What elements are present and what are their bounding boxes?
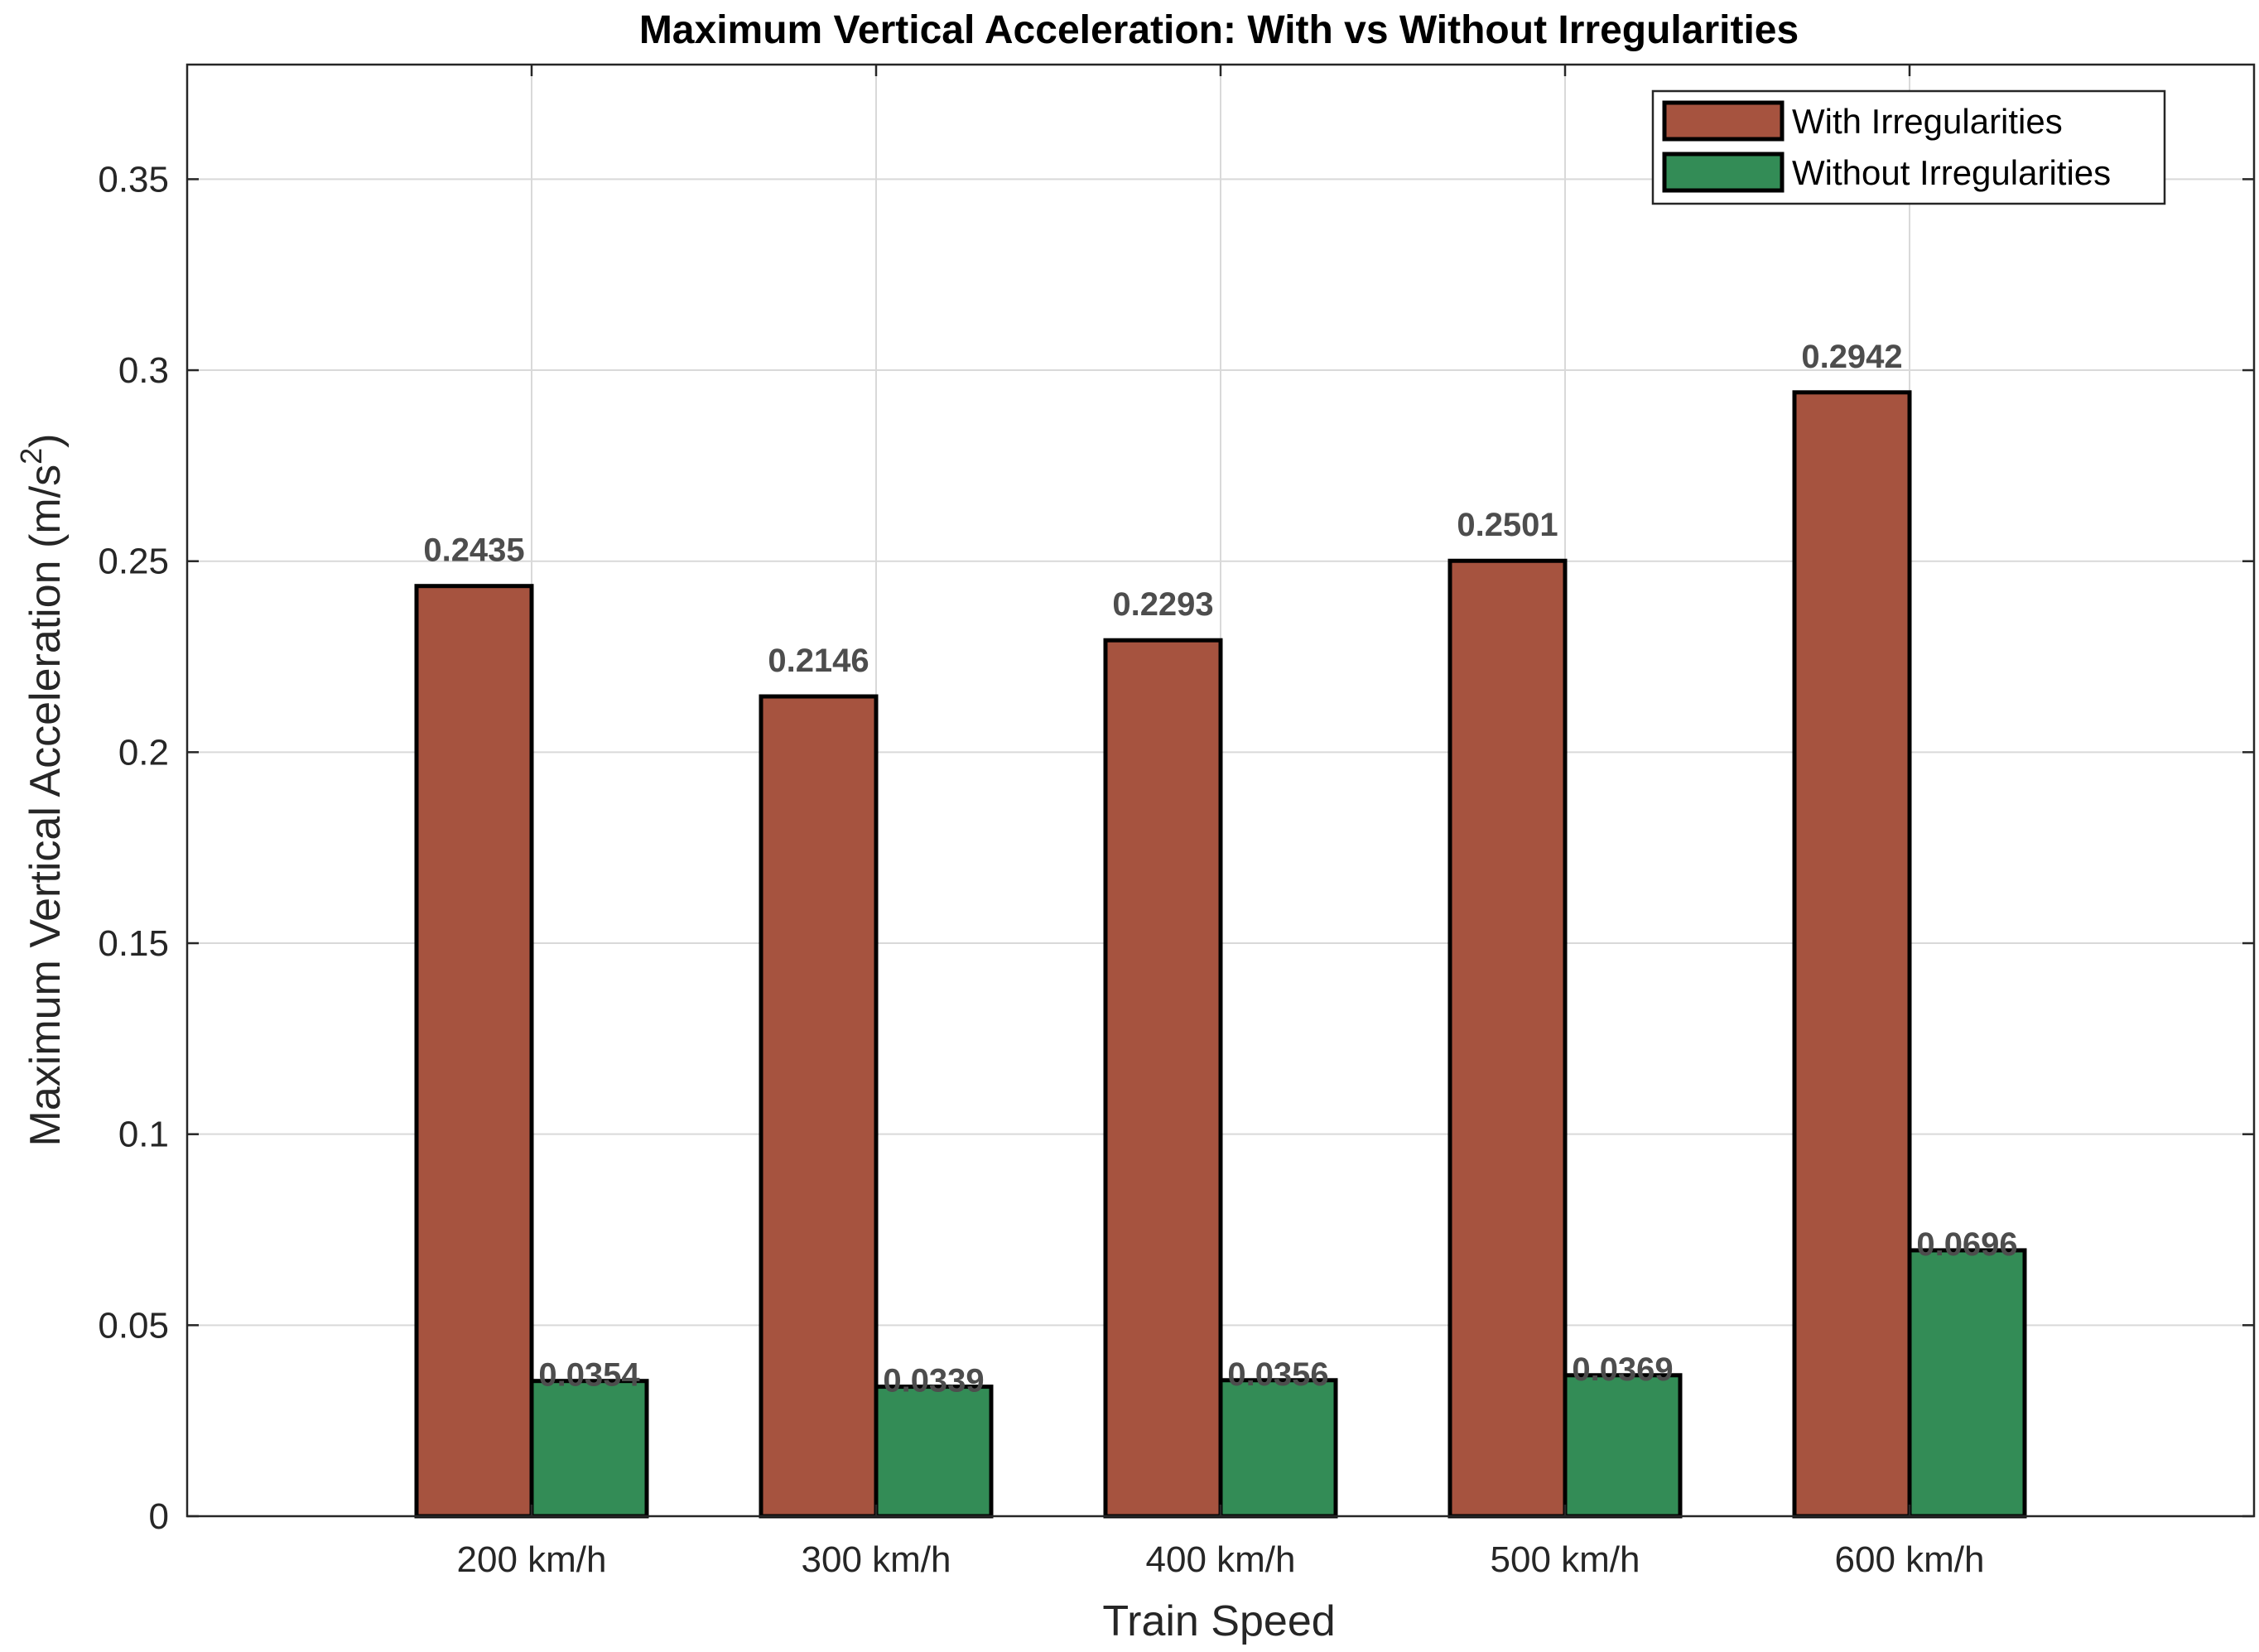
y-tick-label: 0.1 [118,1115,169,1155]
y-tick-label: 0.25 [98,542,169,582]
data-label-with-irregularities-1: 0.2435 [423,532,524,569]
bar-without-irregularities-5 [1907,1248,2027,1519]
x-axis-label: Train Speed [1102,1597,1335,1645]
y-tick-label: 0.05 [98,1305,169,1346]
y-axis-label-suffix: ) [22,434,70,448]
x-tick-label: 400 km/h [1146,1539,1296,1580]
data-label-with-irregularities-3: 0.2293 [1112,586,1213,623]
x-tick-label: 300 km/h [802,1539,951,1580]
y-axis-label: Maximum Vertical Acceleration (m/s2) [14,434,70,1147]
data-label-with-irregularities-5: 0.2942 [1801,339,1902,375]
bar-without-irregularities-3 [1218,1378,1338,1519]
x-tick-label: 500 km/h [1491,1539,1640,1580]
legend: With Irregularities Without Irregulariti… [1651,89,2166,205]
y-tick-label: 0.15 [98,923,169,964]
bars [414,390,2027,1519]
bar-without-irregularities-4 [1563,1373,1683,1519]
data-label-without-irregularities-1: 0.0354 [538,1357,640,1394]
x-axis-ticks: 200 km/h 300 km/h 400 km/h 500 km/h 600 km/h [457,65,1985,1580]
bar-with-irregularities-4 [1447,558,1568,1519]
bar-without-irregularities-1 [529,1379,649,1519]
legend-swatch-with-irregularities [1662,100,1785,142]
chart-title: Maximum Vertical Acceleration: With vs W… [639,8,1799,52]
y-axis-ticks: 0 0.05 0.1 0.15 0.2 0.25 0.3 0.35 [98,159,2254,1537]
data-label-without-irregularities-2: 0.0339 [883,1363,984,1399]
y-axis-label-main: Maximum Vertical Acceleration (m/s [22,465,70,1147]
data-label-without-irregularities-4: 0.0369 [1572,1351,1673,1388]
data-labels: 0.2435 0.2146 0.2293 0.2501 0.2942 0.0354 0.03… [423,339,2017,1399]
bar-without-irregularities-2 [874,1385,994,1519]
bar-with-irregularities-1 [414,584,534,1519]
x-tick-label: 600 km/h [1835,1539,1985,1580]
x-tick-label: 200 km/h [457,1539,607,1580]
data-label-without-irregularities-3: 0.0356 [1227,1356,1328,1393]
legend-swatch-without-irregularities [1662,152,1785,193]
data-label-without-irregularities-5: 0.0696 [1916,1226,2017,1263]
data-label-with-irregularities-4: 0.2501 [1457,507,1558,543]
y-axis-label-superscript: 2 [14,448,48,465]
y-tick-label: 0.35 [98,159,169,200]
bar-with-irregularities-2 [759,694,879,1519]
y-tick-label: 0.2 [118,732,169,773]
y-tick-label: 0.3 [118,350,169,391]
legend-label-without-irregularities: Without Irregularities [1792,153,2111,192]
bar-with-irregularities-3 [1103,638,1223,1519]
y-tick-label: 0 [149,1496,169,1537]
legend-label-with-irregularities: With Irregularities [1792,102,2063,141]
bar-with-irregularities-5 [1792,390,1912,1519]
data-label-with-irregularities-2: 0.2146 [768,643,869,679]
